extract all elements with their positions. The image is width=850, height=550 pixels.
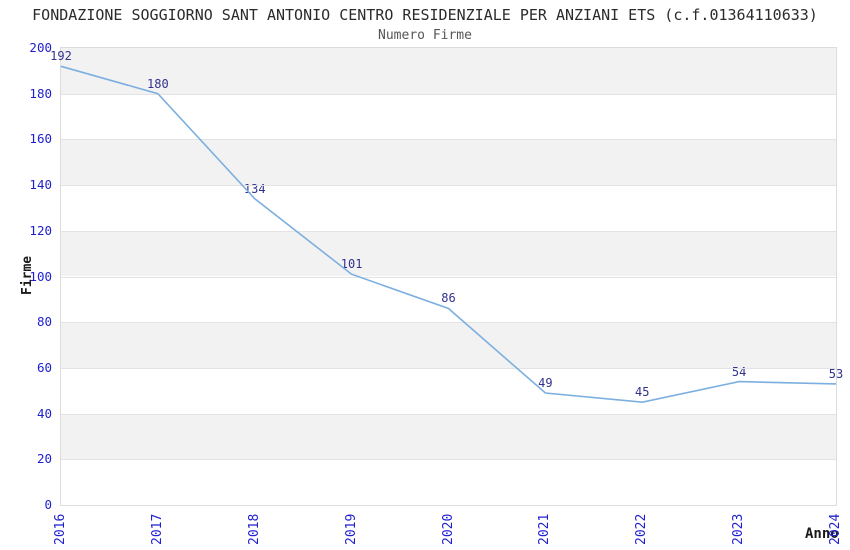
gridline <box>61 322 836 324</box>
gridline <box>61 276 836 278</box>
x-tick-label: 2024 <box>828 513 843 545</box>
y-tick-label: 20 <box>36 451 52 467</box>
data-point-label: 53 <box>828 366 844 381</box>
y-tick-label: 180 <box>29 85 52 101</box>
data-point-label: 45 <box>635 385 650 400</box>
x-tick-label: 2021 <box>537 513 553 545</box>
gridline <box>61 459 836 461</box>
x-tick-label: 2017 <box>149 513 165 545</box>
x-tick-label: 2023 <box>731 513 747 545</box>
series-line <box>60 65 837 404</box>
y-tick-label: 100 <box>29 268 52 284</box>
grid-band <box>61 139 836 186</box>
gridline <box>61 230 836 232</box>
y-tick-label: 80 <box>36 314 52 330</box>
gridline <box>61 139 836 141</box>
grid-band <box>61 230 836 277</box>
data-point-label: 101 <box>340 257 363 272</box>
gridline <box>61 185 836 187</box>
line-series-svg <box>60 65 837 404</box>
y-tick-label: 160 <box>29 131 52 147</box>
data-point-label: 180 <box>147 76 169 91</box>
chart-title: FONDAZIONE SOGGIORNO SANT ANTONIO CENTRO… <box>32 6 818 24</box>
x-tick-label: 2022 <box>634 513 650 545</box>
data-point-label: 192 <box>50 49 72 64</box>
gridline <box>61 413 836 415</box>
chart-subtitle: Numero Firme <box>378 28 472 43</box>
plot-area <box>60 47 837 506</box>
data-point-label: 86 <box>441 291 456 306</box>
y-tick-label: 120 <box>29 222 52 238</box>
y-tick-label: 200 <box>29 40 52 55</box>
grid-band <box>61 48 836 94</box>
x-tick-label: 2016 <box>53 513 68 545</box>
y-tick-label: 60 <box>36 359 52 375</box>
x-tick-label: 2018 <box>246 513 262 545</box>
x-tick-label: 2019 <box>343 513 359 545</box>
x-tick-label: 2020 <box>440 513 456 545</box>
y-tick-label: 140 <box>29 177 52 193</box>
y-tick-label: 40 <box>36 405 52 421</box>
data-point-label: 49 <box>538 376 553 391</box>
gridline <box>61 367 836 369</box>
grid-band <box>61 413 836 460</box>
grid-band <box>61 322 836 368</box>
y-tick-label: 0 <box>44 497 52 512</box>
x-axis-label: Anno <box>805 526 839 542</box>
gridline <box>61 93 836 95</box>
